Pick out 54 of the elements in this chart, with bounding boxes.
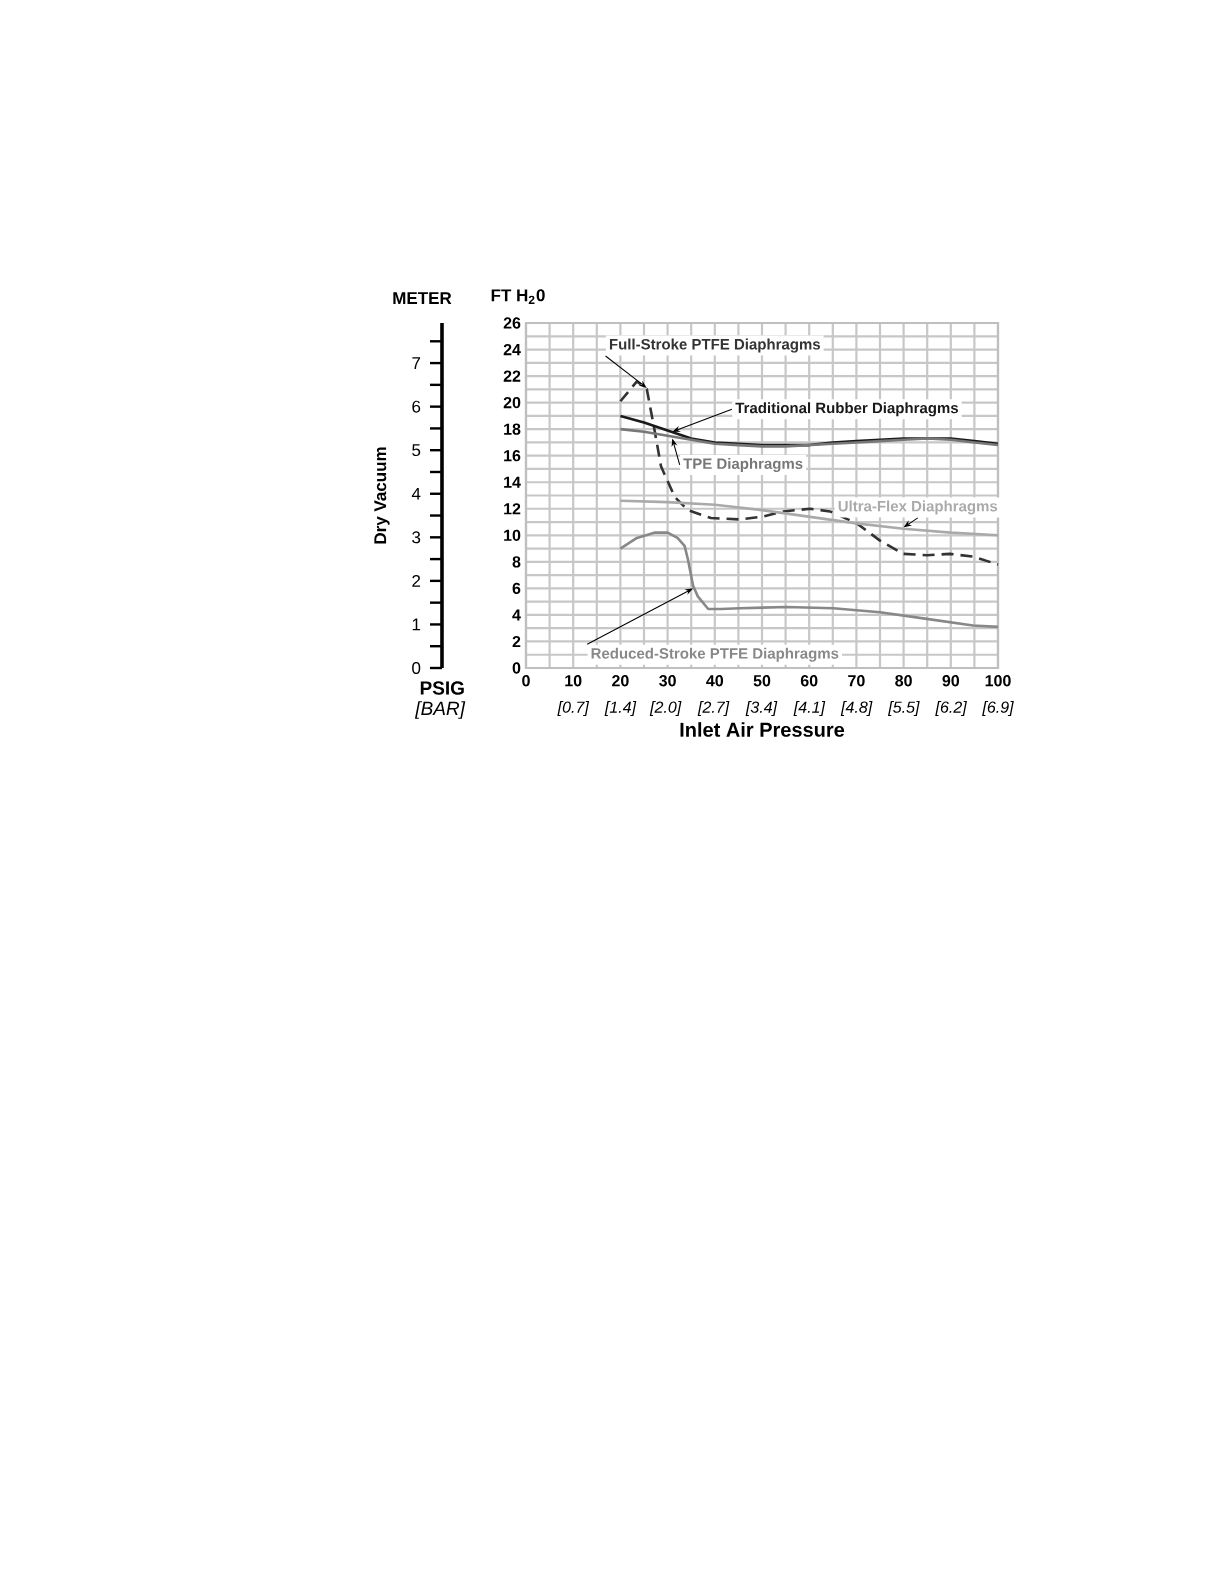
y-tick-label: 6 (512, 582, 521, 595)
y2-tick-label: 4 (411, 487, 421, 500)
y2-tick-label: 7 (412, 357, 421, 369)
x2-tick-label: [6.2] (935, 701, 967, 716)
y2-tick-label: 3 (412, 531, 421, 544)
y-tick-label: 2 (512, 635, 521, 648)
x2-tick-label: [3.4] (745, 701, 778, 716)
y2-tick-label: 5 (412, 444, 421, 457)
x-tick-label: 50 (753, 675, 771, 687)
y-tick-label: 14 (504, 476, 521, 488)
y-tick-label: 24 (503, 343, 521, 356)
x2-tick-label: [4.8] (840, 701, 873, 716)
y2-tick-label: 0 (412, 662, 421, 675)
x-tick-label: 70 (848, 675, 865, 687)
x2-tick-label: [6.9] (982, 701, 1014, 716)
y-tick-label: 20 (503, 396, 521, 409)
y-tick-label: 26 (503, 317, 521, 329)
x-tick-label: 0 (522, 675, 530, 687)
x-tick-label: 10 (565, 675, 582, 687)
y-axis-title: FT H$_{2}$0 (491, 289, 545, 304)
x-tick-label: 60 (800, 675, 818, 687)
x2-tick-label: [4.1] (793, 701, 826, 716)
y2-axis-title: METER (393, 292, 452, 304)
x-tick-label: 80 (895, 675, 912, 687)
y-tick-label: 8 (512, 556, 521, 568)
y-tick-label: 22 (503, 370, 521, 382)
series-label: Ultra-Flex Diaphragms (838, 500, 998, 515)
x2-tick-label: [2.7] (697, 701, 730, 716)
x-tick-label: 40 (706, 675, 724, 687)
y-tick-label: 10 (504, 529, 521, 541)
x-tick-label: 90 (942, 675, 960, 687)
x-tick-label: 30 (659, 675, 676, 687)
y2-tick-label: 6 (412, 400, 421, 413)
x2-tick-label: [2.0] (649, 701, 682, 716)
y2-tick-label: 2 (412, 574, 421, 587)
text: Full-Stroke PTFE Diaphragms (609, 338, 821, 353)
x2-tick-label: [0.7] (557, 701, 590, 716)
series-label: Traditional Rubber Diaphragms (735, 402, 959, 417)
y2-tick-label: 1 (412, 618, 421, 631)
x2-axis-title: [BAR] (414, 701, 466, 719)
x2-tick-label: [5.5] (887, 701, 920, 716)
y-tick-label: 0 (512, 662, 521, 674)
y-tick-label: 18 (504, 423, 521, 435)
x-tick-label: 100 (985, 675, 1011, 687)
y-tick-label: 4 (512, 609, 521, 621)
x2-tick-label: [1.4] (604, 701, 637, 716)
series-label: TPE Diaphragms (683, 457, 803, 472)
y-tick-label: 12 (504, 503, 521, 515)
y-tick-label: 16 (504, 450, 521, 462)
x-tick-label: 20 (612, 675, 629, 687)
text: Reduced-Stroke PTFE Diaphragms (591, 647, 839, 662)
text: Dry Vacuum (374, 447, 390, 544)
text: PSIG (420, 681, 464, 695)
x-axis-title: Inlet Air Pressure (680, 722, 845, 737)
